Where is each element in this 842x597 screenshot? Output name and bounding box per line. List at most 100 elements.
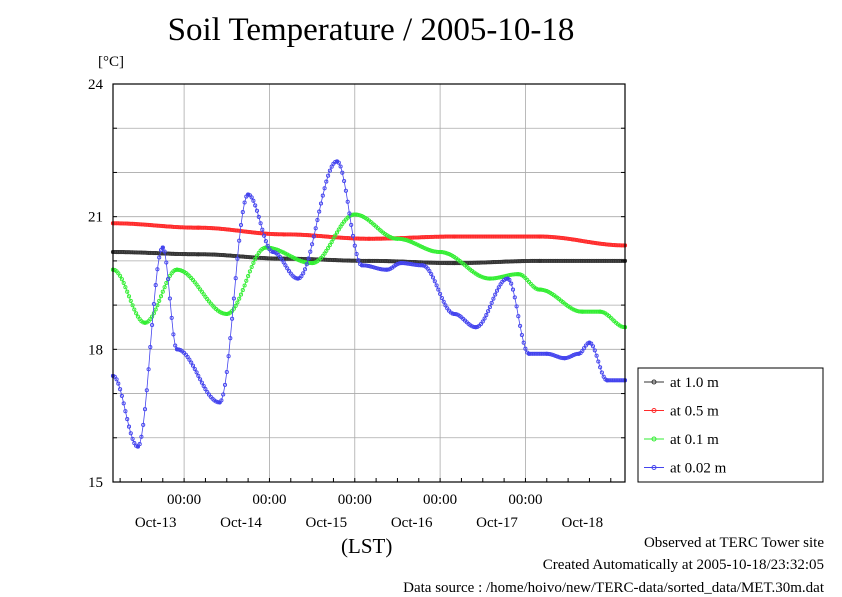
data-point: [334, 159, 340, 164]
series-marker: [254, 253, 260, 258]
series-0: [110, 249, 628, 266]
data-point: [217, 400, 222, 405]
data-point: [473, 325, 478, 330]
series-marker: [427, 248, 432, 253]
legend-box: [637, 367, 824, 483]
series-marker: [404, 261, 409, 266]
series-marker: [542, 288, 548, 293]
series-marker: [573, 308, 578, 313]
series-marker: [596, 241, 601, 246]
series-marker: [246, 274, 251, 279]
legend: at 1.0 m at 0.5 m at 0.1 m at 0.02 m: [637, 367, 824, 483]
legend-swatch-marker: [651, 465, 657, 470]
series-marker: [240, 288, 245, 293]
series-marker: [356, 258, 361, 263]
series-marker: [148, 317, 153, 322]
series-marker: [146, 367, 151, 372]
data-point: [587, 340, 592, 345]
series-marker: [573, 352, 578, 357]
series-marker: [491, 296, 496, 301]
series-marker: [350, 233, 356, 238]
series-marker: [375, 266, 380, 271]
series-marker: [400, 237, 405, 242]
data-point: [384, 267, 389, 272]
series-marker: [304, 262, 309, 267]
series-marker: [190, 363, 196, 368]
series-marker: [436, 287, 441, 292]
series-marker: [509, 272, 514, 277]
data-point: [537, 258, 542, 263]
series-marker: [235, 256, 240, 261]
series-marker: [233, 276, 238, 281]
series-marker: [144, 388, 149, 393]
series-marker: [482, 316, 487, 321]
data-point: [142, 320, 148, 325]
y-tick-label: 24: [88, 77, 104, 93]
series-marker: [251, 198, 256, 203]
series-marker: [518, 323, 523, 328]
data-point: [537, 287, 542, 292]
x-tick-label: 00:00: [167, 492, 201, 508]
series-marker: [352, 243, 357, 248]
series-marker: [592, 348, 597, 353]
series-marker: [242, 283, 247, 288]
data-point: [135, 444, 140, 449]
series-marker: [329, 164, 334, 169]
series-marker: [126, 294, 132, 299]
data-point: [270, 249, 276, 255]
series-marker: [326, 173, 331, 178]
series-marker: [164, 280, 169, 286]
series-marker: [169, 315, 174, 320]
data-point: [516, 272, 521, 277]
data-point: [395, 236, 400, 241]
series-marker: [366, 264, 372, 269]
series-marker: [123, 285, 128, 290]
series-marker: [571, 237, 576, 242]
x-tick-label: 00:00: [508, 492, 542, 508]
plot-frame: [112, 83, 626, 483]
series-marker: [265, 243, 270, 248]
series-marker: [582, 239, 587, 244]
series-marker: [157, 255, 162, 260]
series-marker: [253, 257, 258, 262]
series-marker: [153, 283, 158, 288]
series-marker: [333, 233, 338, 238]
series-line: [112, 214, 626, 328]
x-tick-label: 00:00: [423, 492, 457, 508]
series-marker: [443, 303, 448, 308]
series-marker: [302, 267, 308, 272]
data-point: [438, 249, 443, 255]
series-marker: [238, 292, 244, 297]
series-marker: [512, 295, 517, 300]
chart-title: Soil Temperature / 2005-10-18: [167, 12, 575, 48]
data-point: [174, 347, 180, 352]
series-marker: [439, 295, 444, 301]
data-point: [281, 232, 286, 237]
series-marker: [566, 236, 571, 241]
data-point: [196, 252, 201, 257]
series-marker: [329, 239, 334, 245]
data-point: [537, 234, 542, 239]
data-point: [295, 276, 300, 281]
series-marker: [134, 311, 139, 316]
series-marker: [500, 274, 505, 279]
legend-label: at 0.1 m: [670, 432, 719, 448]
data-point: [174, 267, 180, 272]
series-marker: [203, 387, 208, 392]
series-marker: [406, 261, 411, 266]
series-2: [110, 212, 628, 330]
series-marker: [126, 424, 132, 429]
series-marker: [205, 389, 210, 395]
series-marker: [340, 170, 345, 175]
series-marker: [192, 366, 197, 372]
series-3: [110, 159, 628, 449]
series-marker: [238, 228, 244, 234]
series-marker: [342, 178, 347, 184]
data-point: [366, 258, 372, 263]
data-point: [160, 245, 165, 250]
series-marker: [564, 236, 569, 241]
series-marker: [324, 248, 329, 253]
series-marker: [494, 275, 500, 280]
series-marker: [153, 307, 158, 312]
series-marker: [231, 296, 236, 301]
